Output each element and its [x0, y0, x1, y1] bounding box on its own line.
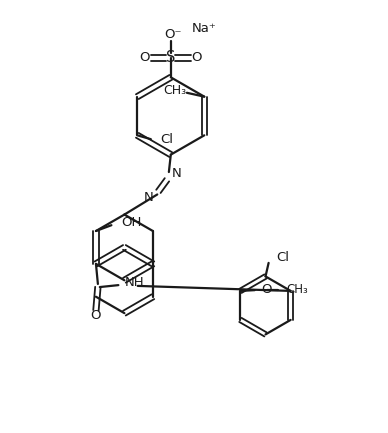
- Text: Cl: Cl: [276, 251, 289, 264]
- Text: O⁻: O⁻: [164, 28, 182, 41]
- Text: CH₃: CH₃: [287, 283, 308, 296]
- Text: O: O: [191, 52, 202, 65]
- Text: N: N: [144, 191, 154, 204]
- Text: CH₃: CH₃: [164, 84, 187, 97]
- Text: Na⁺: Na⁺: [191, 23, 216, 36]
- Text: N: N: [172, 168, 182, 181]
- Text: OH: OH: [121, 216, 142, 229]
- Text: NH: NH: [125, 276, 145, 289]
- Text: O: O: [140, 52, 150, 65]
- Text: S: S: [166, 51, 175, 65]
- Text: Cl: Cl: [161, 132, 173, 145]
- Text: O: O: [91, 309, 101, 322]
- Text: O: O: [262, 283, 272, 296]
